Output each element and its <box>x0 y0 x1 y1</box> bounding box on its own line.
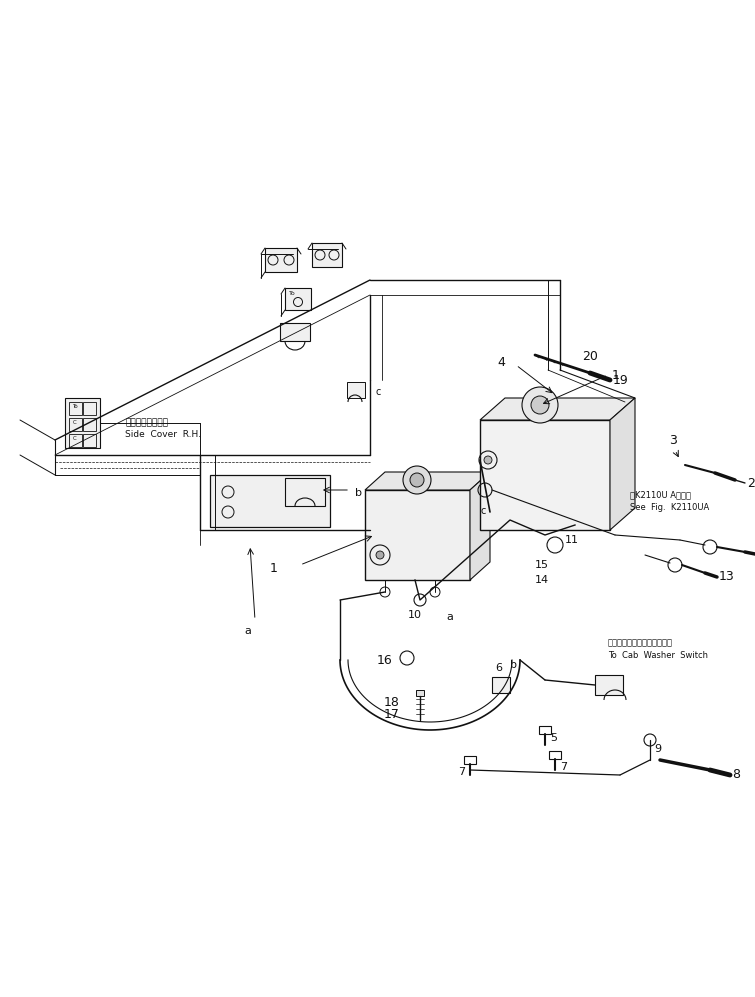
Bar <box>83 402 96 415</box>
Bar <box>416 690 424 696</box>
Polygon shape <box>610 398 635 530</box>
Polygon shape <box>365 472 490 490</box>
Text: 3: 3 <box>669 434 677 447</box>
Text: 17: 17 <box>384 709 400 722</box>
Bar <box>69 418 82 431</box>
Text: 14: 14 <box>535 575 549 585</box>
Text: 9: 9 <box>654 744 661 754</box>
Bar <box>210 475 330 527</box>
Text: To: To <box>289 291 296 296</box>
Circle shape <box>484 456 492 464</box>
Bar <box>595 675 623 695</box>
Circle shape <box>403 466 431 494</box>
Text: 19: 19 <box>613 374 629 387</box>
Text: 18: 18 <box>384 696 400 709</box>
Bar <box>69 434 82 447</box>
Bar <box>83 418 96 431</box>
Bar <box>464 756 476 764</box>
Text: 1: 1 <box>612 369 620 382</box>
Circle shape <box>410 473 424 487</box>
Bar <box>480 420 610 530</box>
Bar <box>347 382 365 398</box>
Circle shape <box>522 387 558 423</box>
Text: c: c <box>375 387 381 397</box>
Bar <box>265 248 297 272</box>
Text: 2: 2 <box>747 477 755 490</box>
Text: 1: 1 <box>270 561 278 574</box>
Bar <box>285 288 311 310</box>
Bar <box>492 677 510 693</box>
Bar <box>83 434 96 447</box>
Text: 20: 20 <box>582 350 598 363</box>
Text: c: c <box>480 506 485 516</box>
Bar <box>312 243 342 267</box>
Text: Side  Cover  R.H.: Side Cover R.H. <box>125 430 201 439</box>
Text: 7: 7 <box>458 767 465 777</box>
Text: To: To <box>72 404 78 409</box>
Text: C: C <box>73 436 77 441</box>
Text: 7: 7 <box>560 762 567 772</box>
Text: 16: 16 <box>377 653 393 667</box>
Circle shape <box>531 396 549 414</box>
Text: キャブウォッシャスイッチへ: キャブウォッシャスイッチへ <box>608 638 673 647</box>
Text: C: C <box>73 420 77 425</box>
Bar <box>539 726 551 734</box>
Text: 5: 5 <box>550 733 557 743</box>
Circle shape <box>376 551 384 559</box>
Text: See  Fig.  K2110UA: See Fig. K2110UA <box>630 503 709 512</box>
Text: b: b <box>510 660 517 670</box>
Bar <box>549 751 561 759</box>
Polygon shape <box>470 472 490 580</box>
Bar <box>69 402 82 415</box>
Text: サイドカバー　右: サイドカバー 右 <box>125 418 168 427</box>
Polygon shape <box>480 398 635 420</box>
Text: a: a <box>245 626 251 636</box>
Text: 15: 15 <box>535 560 549 570</box>
Text: b: b <box>355 488 362 498</box>
Text: 13: 13 <box>719 570 735 583</box>
Bar <box>65 398 100 448</box>
Text: 10: 10 <box>408 610 422 620</box>
Text: 第K2110U A図参照: 第K2110U A図参照 <box>630 490 691 499</box>
Text: 4: 4 <box>497 356 505 369</box>
Text: 6: 6 <box>495 663 502 673</box>
Text: To  Cab  Washer  Switch: To Cab Washer Switch <box>608 651 708 660</box>
Text: 11: 11 <box>565 535 579 545</box>
Bar <box>365 490 470 580</box>
Text: a: a <box>446 612 454 622</box>
Bar <box>280 323 310 341</box>
Text: 8: 8 <box>732 769 740 782</box>
Bar <box>285 478 325 506</box>
